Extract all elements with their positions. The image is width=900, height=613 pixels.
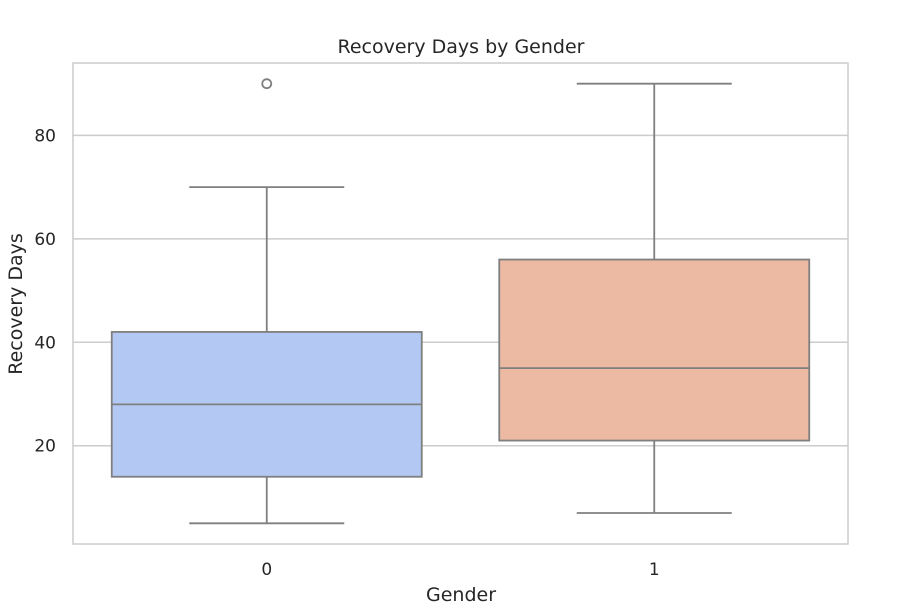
y-axis: 20 40 60 80	[34, 126, 56, 456]
x-axis-title: Gender	[426, 584, 496, 606]
y-tick-label: 20	[34, 437, 56, 457]
y-axis-title: Recovery Days	[5, 233, 27, 375]
x-tick-label: 1	[649, 560, 660, 580]
y-tick-label: 40	[34, 333, 56, 353]
outlier-point	[261, 78, 273, 90]
y-tick-label: 60	[34, 230, 56, 250]
box-1	[498, 82, 811, 514]
box-0	[110, 78, 423, 525]
boxes	[110, 78, 811, 525]
plot-frame	[72, 62, 849, 545]
x-tick-label: 0	[261, 560, 272, 580]
y-tick-label: 80	[34, 126, 56, 146]
chart-title: Recovery Days by Gender	[338, 36, 585, 58]
iqr-box	[498, 258, 811, 442]
